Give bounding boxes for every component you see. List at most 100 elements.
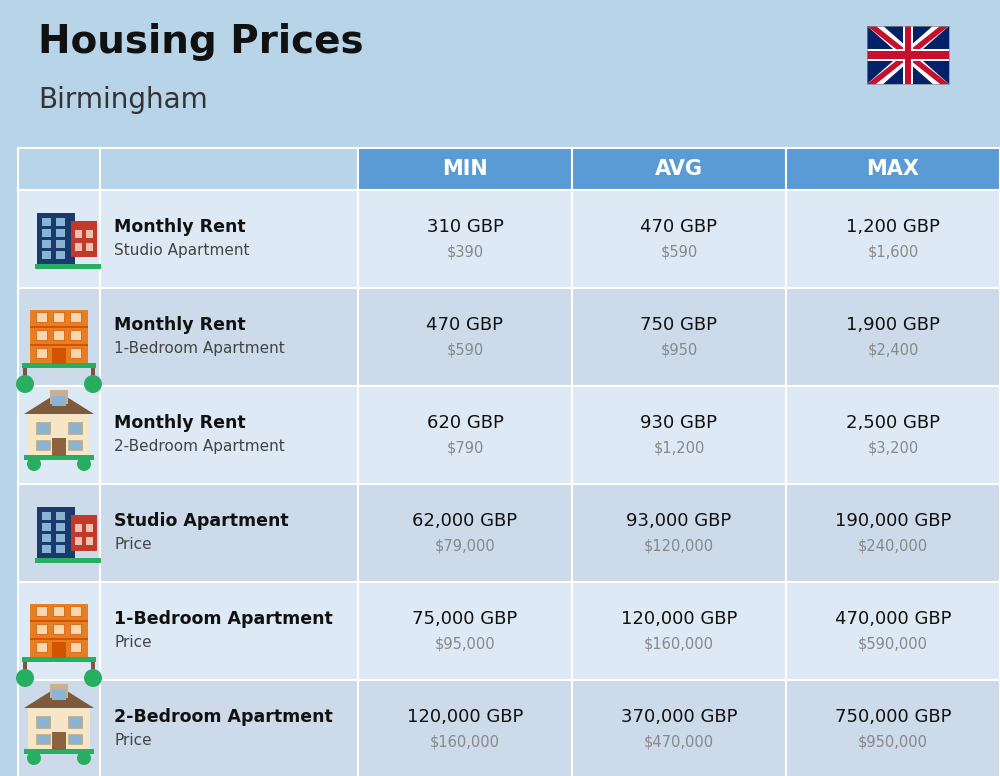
Text: 310 GBP: 310 GBP [427, 218, 503, 236]
Text: $160,000: $160,000 [430, 734, 500, 750]
Bar [22, 363, 96, 368]
Bar [42, 240, 51, 248]
Bar [56, 545, 65, 553]
Bar [53, 330, 64, 340]
Bar [68, 716, 82, 728]
Bar [86, 230, 93, 238]
Bar [867, 49, 949, 61]
Text: 620 GBP: 620 GBP [427, 414, 503, 432]
Bar [71, 221, 97, 257]
Bar [100, 386, 358, 484]
Text: 120,000 GBP: 120,000 GBP [621, 610, 737, 629]
Bar [22, 657, 96, 662]
Bar [572, 582, 786, 680]
Bar [100, 190, 358, 288]
Bar [53, 642, 64, 652]
Text: 75,000 GBP: 75,000 GBP [412, 610, 518, 629]
Bar [36, 348, 47, 358]
Bar [358, 190, 572, 288]
Bar [100, 484, 358, 582]
Bar [572, 680, 786, 776]
Bar [42, 218, 51, 226]
Bar [23, 662, 27, 676]
Bar [30, 326, 88, 328]
Bar [42, 512, 51, 520]
Text: Studio Apartment: Studio Apartment [114, 512, 289, 530]
Bar [30, 620, 88, 622]
Polygon shape [867, 26, 949, 84]
Text: 62,000 GBP: 62,000 GBP [412, 512, 518, 530]
Bar [56, 218, 65, 226]
Text: 190,000 GBP: 190,000 GBP [835, 512, 951, 530]
Text: $1,200: $1,200 [653, 440, 705, 456]
Text: 750,000 GBP: 750,000 GBP [835, 708, 951, 726]
Text: $950,000: $950,000 [858, 734, 928, 750]
Bar [18, 148, 100, 190]
Bar [42, 534, 51, 542]
Text: 370,000 GBP: 370,000 GBP [621, 708, 737, 726]
Text: 2-Bedroom Apartment: 2-Bedroom Apartment [114, 439, 285, 454]
Bar [75, 524, 82, 532]
Bar [786, 582, 1000, 680]
Bar [786, 386, 1000, 484]
Bar [24, 455, 94, 460]
Bar [786, 190, 1000, 288]
Text: $240,000: $240,000 [858, 539, 928, 553]
Bar [86, 243, 93, 251]
Bar [37, 213, 75, 265]
Text: Monthly Rent: Monthly Rent [114, 218, 246, 236]
Polygon shape [867, 26, 949, 84]
Bar [36, 642, 47, 652]
Bar [28, 414, 90, 456]
Bar [786, 288, 1000, 386]
Text: $3,200: $3,200 [867, 440, 919, 456]
Polygon shape [867, 26, 949, 84]
Text: Monthly Rent: Monthly Rent [114, 414, 246, 432]
Bar [786, 148, 1000, 190]
Circle shape [16, 375, 34, 393]
Text: 930 GBP: 930 GBP [640, 414, 718, 432]
Bar [91, 368, 95, 382]
Bar [36, 422, 50, 434]
Circle shape [27, 751, 41, 765]
Bar [358, 288, 572, 386]
Bar [68, 734, 82, 744]
Circle shape [27, 457, 41, 471]
Bar [86, 524, 93, 532]
Bar [572, 190, 786, 288]
Bar [36, 312, 47, 322]
Bar [18, 386, 100, 484]
Text: $590: $590 [446, 342, 484, 357]
Text: Price: Price [114, 636, 152, 650]
Bar [18, 288, 100, 386]
Bar [358, 484, 572, 582]
Bar [36, 606, 47, 616]
Text: $79,000: $79,000 [435, 539, 495, 553]
Bar [18, 680, 100, 776]
Bar [100, 288, 358, 386]
Bar [42, 523, 51, 531]
Bar [572, 484, 786, 582]
Bar [86, 537, 93, 545]
Bar [56, 251, 65, 259]
Text: MAX: MAX [866, 159, 920, 179]
Bar [30, 604, 88, 658]
Bar [91, 662, 95, 676]
Bar [56, 512, 65, 520]
Text: Studio Apartment: Studio Apartment [114, 243, 250, 258]
Text: $390: $390 [446, 244, 484, 259]
Text: 470,000 GBP: 470,000 GBP [835, 610, 951, 629]
Text: 1,900 GBP: 1,900 GBP [846, 317, 940, 334]
Text: Monthly Rent: Monthly Rent [114, 317, 246, 334]
Bar [572, 288, 786, 386]
Bar [42, 545, 51, 553]
Text: $470,000: $470,000 [644, 734, 714, 750]
Bar [28, 708, 90, 750]
Bar [358, 386, 572, 484]
Circle shape [16, 669, 34, 687]
Text: $950: $950 [660, 342, 698, 357]
Text: 1-Bedroom Apartment: 1-Bedroom Apartment [114, 610, 333, 629]
Bar [100, 148, 358, 190]
Bar [52, 690, 66, 700]
Bar [18, 190, 100, 288]
